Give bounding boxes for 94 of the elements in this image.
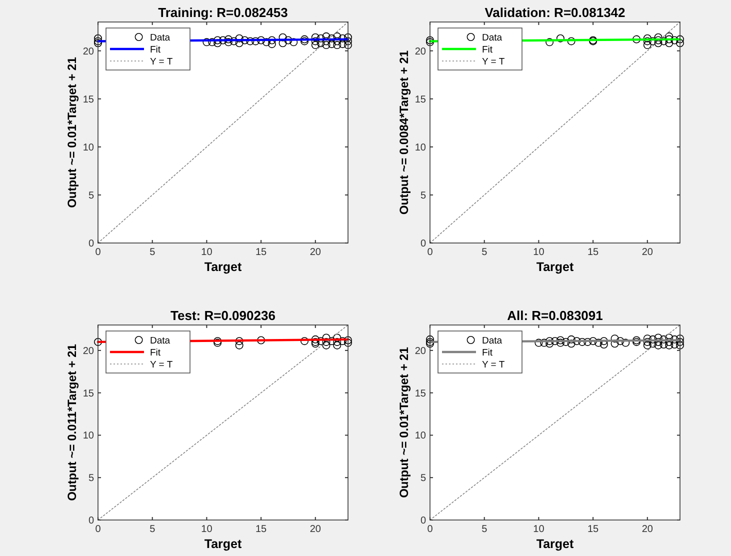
x-tick-label: 15 — [587, 524, 600, 535]
point — [643, 338, 652, 346]
x-axis-title: Target — [536, 537, 574, 551]
x-tick-label: 10 — [201, 247, 213, 258]
point — [426, 338, 434, 346]
legend-label: Fit — [150, 348, 161, 358]
x-tick-label: 5 — [482, 524, 488, 535]
x-tick-label: 20 — [642, 524, 654, 535]
point — [556, 336, 564, 344]
point — [676, 341, 684, 350]
x-tick-label: 5 — [482, 247, 488, 258]
point — [676, 338, 684, 346]
legend-label: Y = T — [150, 360, 173, 370]
x-tick-label: 0 — [95, 247, 102, 258]
point — [654, 341, 662, 350]
point — [594, 338, 602, 347]
x-tick-label: 10 — [201, 524, 213, 535]
legend-label: Fit — [482, 348, 493, 358]
x-tick-label: 20 — [310, 247, 322, 258]
y-tick-label: 15 — [414, 94, 426, 106]
y-axis-title: Output ~= 0.0084*Target + 21 — [397, 50, 411, 215]
legend-label: Y = T — [150, 56, 173, 68]
point — [556, 338, 564, 347]
y-axis-title: Output ~= 0.01*Target + 21 — [397, 346, 411, 498]
y-tick-label: 5 — [420, 473, 426, 484]
chart-title: Test: R=0.090236 — [170, 308, 276, 323]
chart-title: Training: R=0.082453 — [158, 5, 288, 20]
x-tick-label: 0 — [95, 524, 102, 535]
y-tick-label: 20 — [82, 346, 94, 357]
y-tick-label: 20 — [82, 46, 94, 58]
point — [665, 341, 674, 350]
x-tick-label: 20 — [642, 247, 654, 258]
point — [670, 335, 679, 344]
x-tick-label: 10 — [533, 247, 545, 258]
legend-label: Fit — [150, 44, 161, 56]
point — [616, 337, 624, 346]
y-tick-label: 0 — [420, 238, 426, 250]
point — [610, 334, 619, 343]
y-tick-label: 0 — [88, 238, 94, 250]
y-tick-label: 5 — [420, 190, 426, 202]
x-tick-label: 15 — [255, 524, 268, 535]
point — [426, 340, 434, 348]
y-tick-label: 10 — [414, 430, 426, 442]
y-tick-label: 5 — [88, 473, 94, 484]
y-tick-label: 5 — [88, 190, 94, 202]
y-tick-label: 15 — [82, 388, 94, 400]
legend-label: Data — [482, 336, 503, 346]
legend-label: Data — [150, 336, 171, 346]
legend-label: Y = T — [482, 56, 505, 68]
legend-label: Y = T — [482, 360, 505, 370]
point — [562, 338, 570, 346]
x-axis-title: Target — [204, 537, 242, 551]
x-tick-label: 15 — [255, 247, 268, 258]
x-axis-title: Target — [536, 260, 574, 274]
point — [643, 341, 652, 350]
x-tick-label: 5 — [150, 524, 156, 535]
point — [551, 337, 559, 346]
point — [546, 337, 554, 346]
x-tick-label: 15 — [587, 247, 600, 258]
y-axis-title: Output ~= 0.011*Target + 21 — [65, 344, 79, 501]
chart-title: All: R=0.083091 — [507, 308, 603, 323]
x-tick-label: 10 — [533, 524, 545, 535]
point — [676, 334, 684, 343]
y-tick-label: 10 — [82, 430, 94, 442]
legend-label: Data — [482, 32, 503, 44]
chart-title: Validation: R=0.081342 — [484, 5, 626, 20]
x-tick-label: 20 — [310, 524, 322, 535]
point — [643, 334, 652, 343]
x-tick-label: 0 — [427, 524, 434, 535]
x-tick-label: 5 — [150, 247, 156, 258]
point — [648, 335, 657, 344]
y-tick-label: 10 — [82, 142, 94, 154]
point — [600, 337, 608, 346]
point — [572, 337, 581, 346]
point — [567, 335, 576, 344]
y-tick-label: 0 — [420, 516, 426, 526]
legend-label: Data — [150, 32, 171, 44]
y-tick-label: 15 — [414, 388, 426, 400]
y-tick-label: 10 — [414, 142, 426, 154]
y-tick-label: 15 — [82, 94, 94, 106]
y-tick-label: 0 — [88, 516, 94, 526]
point — [622, 338, 630, 347]
y-tick-label: 20 — [414, 346, 426, 357]
y-axis-title: Output ~= 0.01*Target + 21 — [65, 56, 79, 208]
point — [578, 338, 586, 346]
x-axis-title: Target — [204, 260, 242, 274]
point — [654, 338, 662, 346]
point — [660, 335, 668, 344]
point — [584, 338, 592, 346]
x-tick-label: 0 — [427, 247, 434, 258]
y-tick-label: 20 — [414, 46, 426, 58]
point — [589, 337, 598, 346]
legend-label: Fit — [482, 44, 493, 56]
point — [426, 335, 434, 344]
